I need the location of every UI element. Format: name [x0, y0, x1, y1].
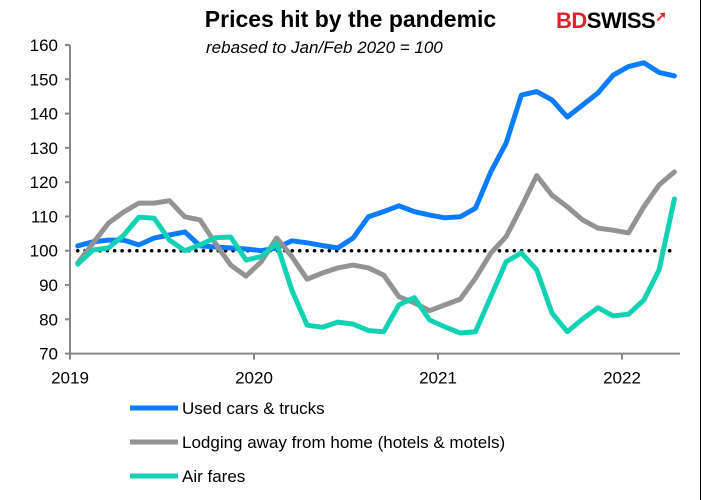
legend-label-0: Used cars & trucks [182, 399, 325, 418]
y-tick-label: 140 [30, 105, 58, 124]
y-tick-label: 160 [30, 36, 58, 55]
series-line-0 [75, 60, 677, 254]
legend-label-1: Lodging away from home (hotels & motels) [182, 433, 505, 452]
y-tick-label: 120 [30, 173, 58, 192]
chart-title: Prices hit by the pandemic [204, 6, 497, 32]
y-tick-label: 150 [30, 70, 58, 89]
y-tick-label: 80 [39, 310, 58, 329]
x-tick-label: 2020 [235, 369, 273, 388]
y-tick-label: 100 [30, 242, 58, 261]
y-tick-label: 90 [39, 276, 58, 295]
y-tick-label: 130 [30, 139, 58, 158]
series-line-1 [75, 169, 677, 314]
x-tick-label: 2021 [419, 369, 457, 388]
legend-label-2: Air fares [182, 467, 245, 486]
y-tick-label: 110 [31, 207, 58, 226]
x-tick-label: 2022 [603, 369, 641, 388]
x-tick-label: 2019 [51, 369, 89, 388]
series-line-2 [75, 196, 677, 336]
y-tick-label: 70 [39, 345, 58, 364]
bdswiss-logo: BDSWISS➚ [556, 8, 667, 33]
chart-subtitle: rebased to Jan/Feb 2020 = 100 [206, 38, 443, 57]
